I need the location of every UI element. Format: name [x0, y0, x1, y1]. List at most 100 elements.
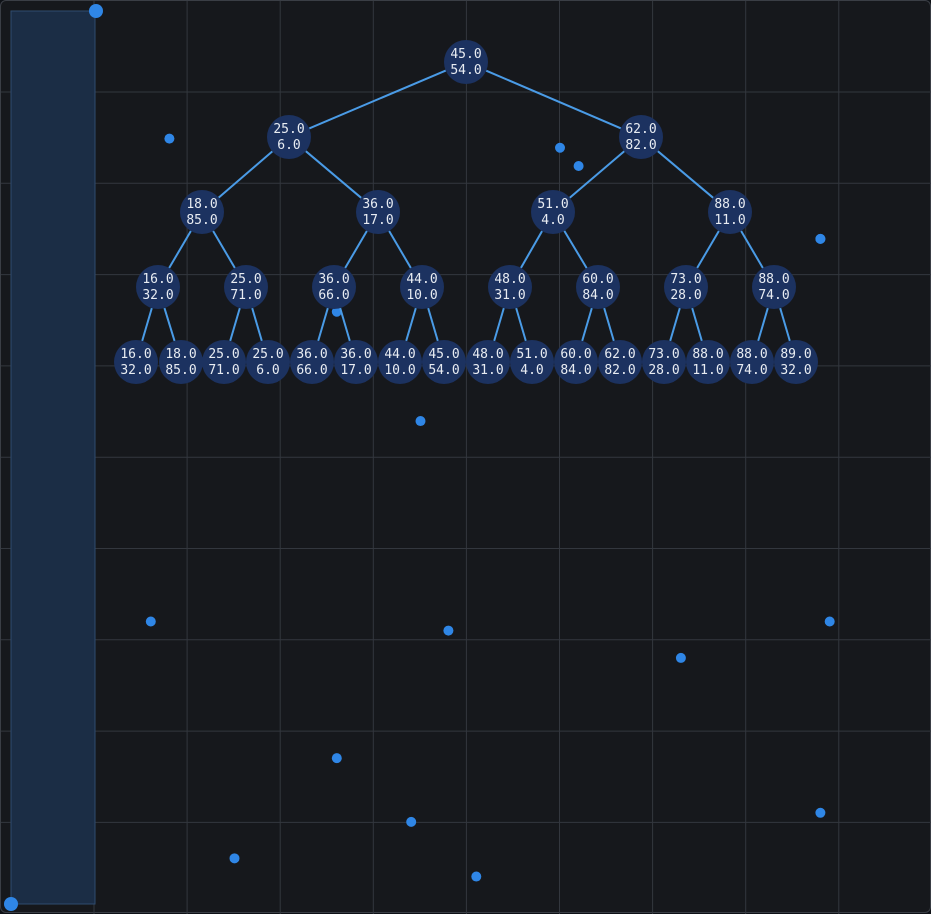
node-circle	[774, 340, 818, 384]
node-circle	[664, 265, 708, 309]
tree-node[interactable]: 88.011.0	[708, 190, 752, 234]
node-circle	[466, 340, 510, 384]
tree-node[interactable]: 25.06.0	[267, 115, 311, 159]
tree-node[interactable]: 51.04.0	[510, 340, 554, 384]
tree-edge	[691, 307, 703, 342]
node-label-x: 62.0	[625, 122, 656, 137]
node-label-x: 51.0	[516, 347, 547, 362]
tree-edge	[305, 150, 362, 199]
tree-node[interactable]: 25.071.0	[202, 340, 246, 384]
data-point	[164, 133, 175, 144]
tree-node[interactable]: 89.032.0	[774, 340, 818, 384]
node-label-y: 4.0	[520, 363, 543, 378]
node-label-y: 4.0	[541, 213, 564, 228]
node-label-x: 89.0	[780, 347, 811, 362]
node-circle	[444, 40, 488, 84]
tree-node[interactable]: 25.071.0	[224, 265, 268, 309]
node-label-y: 85.0	[186, 213, 217, 228]
node-label-x: 45.0	[428, 347, 459, 362]
data-point	[145, 616, 156, 627]
node-circle	[488, 265, 532, 309]
selection-rectangle[interactable]	[10, 10, 96, 905]
tree-node[interactable]: 48.031.0	[466, 340, 510, 384]
node-label-x: 73.0	[670, 272, 701, 287]
tree-node[interactable]: 51.04.0	[531, 190, 575, 234]
tree-node[interactable]: 48.031.0	[488, 265, 532, 309]
node-label-y: 32.0	[142, 288, 173, 303]
tree-node[interactable]: 60.084.0	[554, 340, 598, 384]
data-point	[471, 871, 482, 882]
tree-node[interactable]: 60.084.0	[576, 265, 620, 309]
node-label-x: 60.0	[582, 272, 613, 287]
tree-node[interactable]: 16.032.0	[136, 265, 180, 309]
tree-edge	[757, 307, 769, 342]
tree-node[interactable]: 88.074.0	[752, 265, 796, 309]
selection-handle-bottom[interactable]	[4, 897, 18, 911]
tree-node[interactable]: 36.066.0	[312, 265, 356, 309]
data-point	[573, 160, 584, 171]
node-label-y: 84.0	[560, 363, 591, 378]
tree-node[interactable]: 18.085.0	[180, 190, 224, 234]
selection-handle-top[interactable]	[89, 4, 103, 18]
tree-node[interactable]: 88.074.0	[730, 340, 774, 384]
node-label-x: 48.0	[472, 347, 503, 362]
node-label-y: 11.0	[714, 213, 745, 228]
node-circle	[531, 190, 575, 234]
tree-node[interactable]: 25.06.0	[246, 340, 290, 384]
tree-edge	[581, 307, 593, 342]
data-points	[145, 133, 835, 882]
tree-node[interactable]: 62.082.0	[598, 340, 642, 384]
data-point	[675, 652, 686, 663]
data-point	[824, 616, 835, 627]
tree-node[interactable]: 44.010.0	[378, 340, 422, 384]
tree-edge	[515, 307, 527, 342]
node-label-y: 6.0	[256, 363, 279, 378]
tree-edge	[168, 230, 192, 269]
node-label-y: 10.0	[384, 363, 415, 378]
tree-node[interactable]: 62.082.0	[619, 115, 663, 159]
node-label-x: 36.0	[362, 197, 393, 212]
tree-edge	[569, 150, 625, 199]
tree-node[interactable]: 36.017.0	[334, 340, 378, 384]
tree-node[interactable]: 88.011.0	[686, 340, 730, 384]
tree-node[interactable]: 45.054.0	[444, 40, 488, 84]
tree-edge	[308, 69, 447, 130]
tree-node[interactable]: 73.028.0	[664, 265, 708, 309]
tree-node[interactable]: 36.017.0	[356, 190, 400, 234]
tree-edge	[251, 307, 263, 342]
tree-edge	[779, 307, 791, 342]
tree-edge	[657, 150, 714, 199]
data-point	[815, 233, 826, 244]
node-label-y: 54.0	[428, 363, 459, 378]
node-circle	[312, 265, 356, 309]
node-label-y: 82.0	[604, 363, 635, 378]
data-point	[331, 753, 342, 764]
data-point	[406, 816, 417, 827]
node-label-y: 66.0	[296, 363, 327, 378]
node-circle	[576, 265, 620, 309]
node-label-x: 44.0	[384, 347, 415, 362]
tree-node[interactable]: 36.066.0	[290, 340, 334, 384]
node-label-x: 88.0	[692, 347, 723, 362]
node-circle	[642, 340, 686, 384]
node-label-x: 16.0	[142, 272, 173, 287]
node-circle	[730, 340, 774, 384]
node-label-x: 25.0	[273, 122, 304, 137]
node-circle	[619, 115, 663, 159]
tree-node[interactable]: 45.054.0	[422, 340, 466, 384]
tree-node[interactable]: 16.032.0	[114, 340, 158, 384]
tree-node[interactable]: 73.028.0	[642, 340, 686, 384]
tree-edge	[339, 307, 351, 342]
node-label-x: 36.0	[296, 347, 327, 362]
data-point	[555, 142, 565, 153]
tree-node[interactable]: 18.085.0	[159, 340, 203, 384]
node-label-y: 10.0	[406, 288, 437, 303]
node-circle	[202, 340, 246, 384]
tree-edges	[141, 69, 791, 342]
tree-node[interactable]: 44.010.0	[400, 265, 444, 309]
node-circle	[334, 340, 378, 384]
node-label-y: 85.0	[165, 363, 196, 378]
